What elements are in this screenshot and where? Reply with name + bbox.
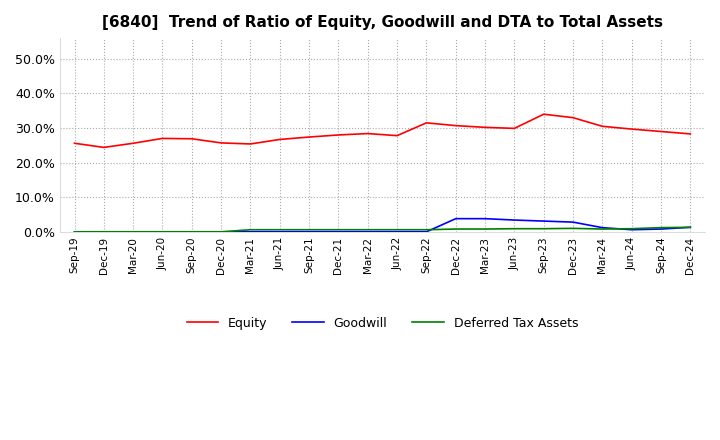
Goodwill: [539, 218, 548, 224]
Deferred Tax Assets: [510, 226, 518, 231]
Deferred Tax Assets: [481, 227, 490, 232]
Equity: [481, 125, 490, 130]
Equity: [657, 129, 665, 134]
Goodwill: [598, 225, 607, 230]
Equity: [71, 141, 79, 146]
Goodwill: [569, 220, 577, 225]
Deferred Tax Assets: [569, 226, 577, 231]
Goodwill: [451, 216, 460, 221]
Equity: [99, 145, 108, 150]
Equity: [276, 137, 284, 142]
Goodwill: [217, 229, 225, 235]
Deferred Tax Assets: [657, 225, 665, 230]
Deferred Tax Assets: [187, 229, 196, 235]
Goodwill: [393, 229, 402, 235]
Equity: [627, 126, 636, 132]
Deferred Tax Assets: [305, 227, 313, 232]
Title: [6840]  Trend of Ratio of Equity, Goodwill and DTA to Total Assets: [6840] Trend of Ratio of Equity, Goodwil…: [102, 15, 663, 30]
Deferred Tax Assets: [99, 229, 108, 235]
Equity: [305, 134, 313, 139]
Deferred Tax Assets: [598, 227, 607, 232]
Equity: [364, 131, 372, 136]
Goodwill: [334, 229, 343, 235]
Goodwill: [276, 229, 284, 235]
Equity: [246, 141, 255, 147]
Deferred Tax Assets: [451, 227, 460, 232]
Equity: [539, 112, 548, 117]
Goodwill: [158, 229, 167, 235]
Equity: [187, 136, 196, 141]
Equity: [334, 132, 343, 138]
Equity: [598, 124, 607, 129]
Equity: [129, 141, 138, 146]
Legend: Equity, Goodwill, Deferred Tax Assets: Equity, Goodwill, Deferred Tax Assets: [181, 312, 583, 335]
Goodwill: [686, 225, 695, 230]
Deferred Tax Assets: [129, 229, 138, 235]
Deferred Tax Assets: [422, 227, 431, 232]
Goodwill: [99, 229, 108, 235]
Line: Deferred Tax Assets: Deferred Tax Assets: [75, 227, 690, 232]
Deferred Tax Assets: [246, 227, 255, 232]
Deferred Tax Assets: [686, 225, 695, 230]
Deferred Tax Assets: [627, 226, 636, 231]
Equity: [158, 136, 167, 141]
Goodwill: [657, 227, 665, 232]
Line: Equity: Equity: [75, 114, 690, 147]
Deferred Tax Assets: [217, 229, 225, 235]
Goodwill: [246, 229, 255, 235]
Line: Goodwill: Goodwill: [75, 219, 690, 232]
Deferred Tax Assets: [539, 226, 548, 231]
Goodwill: [364, 229, 372, 235]
Goodwill: [627, 227, 636, 232]
Deferred Tax Assets: [334, 227, 343, 232]
Deferred Tax Assets: [393, 227, 402, 232]
Goodwill: [129, 229, 138, 235]
Goodwill: [187, 229, 196, 235]
Deferred Tax Assets: [71, 229, 79, 235]
Goodwill: [71, 229, 79, 235]
Equity: [217, 140, 225, 146]
Equity: [686, 131, 695, 136]
Equity: [569, 115, 577, 120]
Goodwill: [510, 217, 518, 223]
Deferred Tax Assets: [276, 227, 284, 232]
Goodwill: [305, 229, 313, 235]
Deferred Tax Assets: [364, 227, 372, 232]
Deferred Tax Assets: [158, 229, 167, 235]
Goodwill: [422, 229, 431, 235]
Equity: [510, 126, 518, 131]
Goodwill: [481, 216, 490, 221]
Equity: [393, 133, 402, 138]
Equity: [422, 120, 431, 125]
Equity: [451, 123, 460, 128]
